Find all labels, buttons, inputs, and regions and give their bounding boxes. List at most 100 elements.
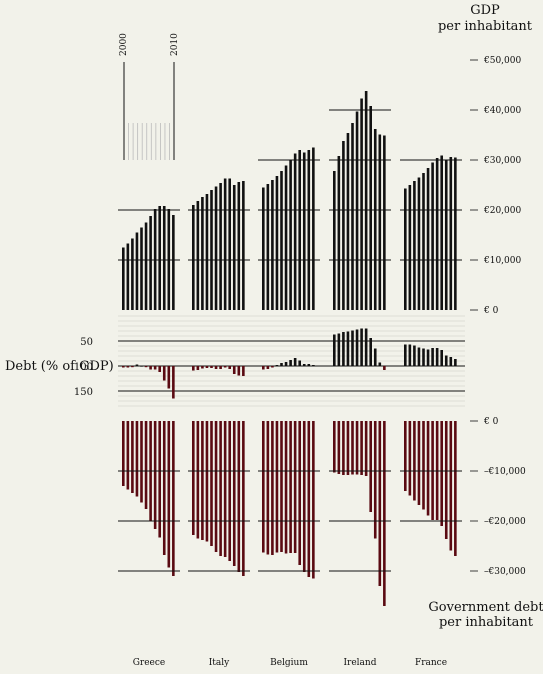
gdp-bar-france-2000 [404,188,407,310]
debt-bar-ireland-2005 [355,421,359,475]
gdp-bar-greece-2004 [140,227,143,310]
debt-bar-ireland-2003 [346,421,350,475]
gdp-bar-ireland-2011 [383,135,386,310]
ratio-bar-ireland-2011 [383,366,386,370]
debt-bar-belgium-2001 [266,421,270,555]
ratio-bar-italy-2002 [201,366,204,369]
ratio-bar-ireland-2008 [369,338,372,366]
gdp-bar-belgium-2006 [289,160,292,310]
gdp-bar-belgium-2004 [280,171,283,310]
ratio-tick-label-2: 150 [74,387,93,398]
ratio-bar-greece-2004 [140,365,143,367]
debt-bar-france-2010 [449,421,453,551]
ratio-bar-belgium-2008 [298,360,301,366]
ratio-bar-italy-2010 [237,366,241,376]
debt-bar-greece-2011 [172,421,175,576]
debt-bar-belgium-2002 [271,421,274,555]
debt-bar-greece-2008 [158,421,161,538]
ratio-bar-greece-2006 [149,366,152,370]
gdp-bar-france-2010 [449,157,453,310]
gdp-bar-france-2002 [413,181,416,310]
debt-bar-italy-2009 [232,421,236,566]
gdp-bar-ireland-2007 [364,91,368,310]
gdp-bar-france-2007 [435,158,439,310]
gdp-bar-belgium-2010 [307,150,311,310]
ratio-bar-italy-2003 [205,366,209,368]
ratio-bar-france-2004 [422,348,425,366]
debt-bar-greece-2001 [126,421,130,490]
gdp-bar-greece-2001 [126,243,130,310]
gdp-bar-italy-2010 [237,182,241,310]
gdp-tick-label-1: €10,000 [483,256,521,266]
gdp-bar-italy-2007 [223,178,227,310]
debt-bar-greece-2002 [131,421,134,493]
debt-bar-italy-2008 [228,421,231,561]
gdp-subtitle: per inhabitant [438,19,533,34]
ratio-bar-italy-2011 [242,366,245,376]
gdp-bar-belgium-2009 [302,152,306,310]
gdp-bar-belgium-2008 [298,150,301,310]
gdp-bar-greece-2000 [122,247,125,310]
gdp-bar-greece-2009 [162,206,166,310]
category-label-ireland: Ireland [344,658,377,668]
debt-bar-ireland-2006 [360,421,363,475]
debt-bar-greece-2003 [135,421,139,497]
debt-bar-greece-2005 [144,421,148,509]
category-label-belgium: Belgium [270,658,308,668]
gdp-bar-france-2009 [444,159,448,310]
gdp-bar-ireland-2001 [337,156,341,310]
gdp-title: GDP [470,3,500,18]
ratio-bar-france-2000 [404,344,407,366]
ratio-bar-ireland-2010 [378,362,382,366]
ratio-bar-belgium-2011 [312,365,315,367]
debt-bar-france-2005 [426,421,430,516]
ratio-bar-ireland-2006 [360,328,363,366]
debt-bar-france-2000 [404,421,407,491]
debt-bar-italy-2003 [205,421,209,542]
debt-bar-ireland-2002 [342,421,345,475]
gdp-bar-france-2003 [417,177,421,310]
ratio-bar-france-2008 [440,350,443,366]
gdp-tick-label-5: €50,000 [483,56,521,66]
debt-bar-france-2009 [444,421,448,539]
debt-title: Government debt [428,600,543,615]
gdp-bar-italy-2002 [201,197,204,310]
gdp-bar-greece-2008 [158,206,161,310]
ratio-bar-ireland-2000 [333,334,336,366]
ratio-bar-ireland-2001 [337,333,341,366]
ratio-bar-greece-2005 [144,366,148,368]
ratio-bar-france-2003 [417,347,421,366]
gdp-bar-belgium-2005 [284,165,288,310]
gdp-bar-italy-2008 [228,178,231,310]
gdp-bar-belgium-2002 [271,180,274,310]
gdp-bar-greece-2003 [135,232,139,310]
ratio-bar-greece-2008 [158,366,161,372]
debt-bar-ireland-2008 [369,421,372,512]
ratio-bar-greece-2003 [135,364,139,366]
ratio-bar-italy-2001 [196,366,200,370]
ratio-bar-belgium-2010 [307,364,311,366]
ratio-bar-belgium-2007 [293,358,297,366]
debt-bar-france-2004 [422,421,425,510]
debt-bar-belgium-2003 [275,421,279,553]
debt-bar-ireland-2001 [337,421,341,474]
ratio-bar-italy-2008 [228,366,231,369]
gdp-bar-italy-2009 [232,185,236,310]
ratio-bar-italy-2009 [232,366,236,374]
debt-bar-greece-2004 [140,421,143,503]
ratio-bar-belgium-2000 [262,366,265,370]
gdp-bar-belgium-2000 [262,187,265,310]
debt-bar-france-2002 [413,421,416,501]
ratio-bar-belgium-2003 [275,365,279,367]
gdp-tick-label-0: € 0 [483,306,499,316]
ratio-bar-italy-2005 [214,366,218,369]
ratio-bar-italy-2004 [210,366,213,368]
year-label-end: 2010 [170,33,180,56]
category-label-italy: Italy [209,658,230,668]
gdp-bar-italy-2003 [205,194,209,310]
gdp-bar-italy-2004 [210,190,213,310]
ratio-bar-greece-2001 [126,366,130,368]
debt-bar-belgium-2011 [312,421,315,579]
ratio-bar-ireland-2002 [342,332,345,366]
ratio-bar-france-2001 [408,344,412,366]
